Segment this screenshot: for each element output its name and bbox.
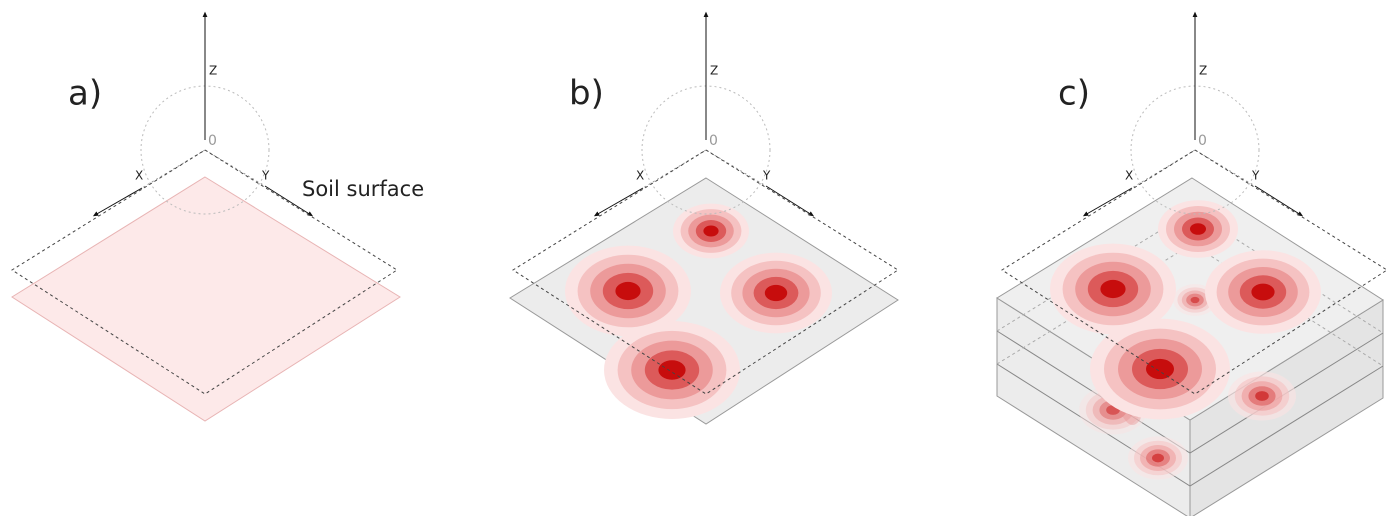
y-axis	[765, 185, 815, 217]
z-label: Z	[1199, 64, 1207, 78]
panel-label: b)	[569, 74, 604, 114]
origin-label: 0	[709, 133, 718, 149]
x-axis	[593, 187, 644, 217]
x-label: X	[1125, 169, 1133, 183]
panel-label: a)	[68, 74, 102, 114]
panel	[11, 176, 401, 422]
axes: a) Z 0 X Y	[11, 11, 398, 395]
panel-label: c)	[1058, 74, 1090, 114]
x-label: X	[636, 169, 644, 183]
y-axis-dotted	[705, 149, 767, 187]
concentration-ring	[703, 225, 719, 237]
panel	[996, 177, 1384, 516]
surface-outline	[512, 149, 899, 395]
panel	[509, 177, 899, 425]
y-label: Y	[762, 169, 771, 183]
y-axis-dotted	[1194, 149, 1256, 187]
axes: b) Z 0 X Y	[512, 11, 899, 395]
concentration-ring	[615, 281, 641, 301]
concentration-ring	[1190, 296, 1200, 304]
concentration-ring	[1190, 223, 1206, 235]
concentration-ring	[764, 284, 788, 302]
y-label: Y	[1251, 169, 1260, 183]
y-label: Y	[261, 169, 270, 183]
y-axis	[264, 185, 314, 217]
origin-label: 0	[1198, 133, 1207, 149]
concentration-ring	[1255, 391, 1269, 401]
concentration-ring	[658, 360, 686, 380]
x-label: X	[135, 169, 143, 183]
soil-plane	[509, 177, 899, 425]
concentration-ring	[1251, 283, 1275, 301]
z-label: Z	[710, 64, 718, 78]
surface-outline	[11, 149, 398, 395]
layer-line	[996, 363, 1384, 487]
concentration-ring	[1146, 358, 1174, 380]
x-axis-dotted	[642, 149, 707, 189]
concentration-ring	[1100, 279, 1126, 299]
surface-outline	[1001, 149, 1387, 395]
x-axis-dotted	[141, 149, 206, 189]
layer-line	[996, 330, 1384, 454]
origin-label: 0	[208, 133, 217, 149]
concentration-ring	[1152, 453, 1164, 463]
x-axis	[1082, 187, 1133, 217]
y-axis-dotted	[204, 149, 266, 187]
x-axis-dotted	[1131, 149, 1196, 189]
z-label: Z	[209, 64, 217, 78]
y-axis	[1254, 185, 1304, 217]
x-axis	[92, 187, 143, 217]
soil-surface-label: Soil surface	[302, 177, 424, 201]
soil-plane	[11, 176, 401, 422]
axes: c) Z 0 X Y	[1001, 11, 1387, 395]
